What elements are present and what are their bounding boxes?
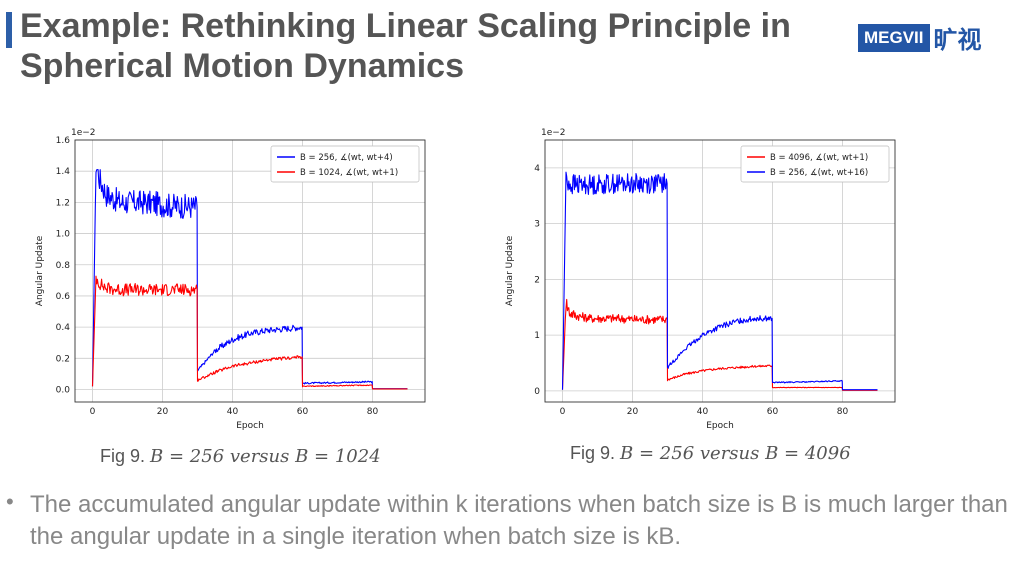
caption-left-prefix: Fig 9. <box>100 446 146 466</box>
caption-left-text: B = 256 versus B = 1024 <box>150 446 381 467</box>
x-tick-label: 80 <box>367 407 379 417</box>
x-tick-label: 20 <box>627 407 639 417</box>
y-tick-label: 4 <box>534 164 540 174</box>
y-tick-label: 0.0 <box>56 386 71 396</box>
legend-box <box>270 145 420 183</box>
caption-right-text: B = 256 versus B = 4096 <box>620 443 851 464</box>
x-tick-label: 80 <box>837 407 849 417</box>
series-line-blue <box>561 171 878 391</box>
y-axis-label: Angular Update <box>35 235 45 306</box>
megvii-logo: MEGVII 旷视 <box>858 20 982 55</box>
x-tick-label: 20 <box>157 407 169 417</box>
series-line-red <box>91 275 408 390</box>
y-tick-label: 0 <box>534 387 540 397</box>
series-line-blue <box>91 169 408 390</box>
logo-text: MEGVII <box>858 23 930 52</box>
y-tick-label: 1.6 <box>56 136 71 146</box>
plot-frame <box>544 139 896 403</box>
y-tick-label: 3 <box>534 220 540 230</box>
x-tick-label: 60 <box>297 407 309 417</box>
axis-scale-label: 1e−2 <box>71 128 96 138</box>
caption-right: Fig 9. B = 256 versus B = 4096 <box>570 443 851 464</box>
x-tick-label: 0 <box>560 407 566 417</box>
y-tick-label: 0.6 <box>56 292 71 302</box>
legend-label: B = 256, ∡(wt, wt+16) <box>770 168 868 178</box>
logo-chinese-text: 旷视 <box>933 27 982 54</box>
axis-scale-label: 1e−2 <box>541 128 566 138</box>
chart-left: 0 20 40 60 80 0.0 0.2 0.4 0.6 0.8 1.0 1.2 1.4 1.61e−2… <box>35 128 426 431</box>
y-tick-label: 1.0 <box>56 230 71 240</box>
y-tick-label: 0.4 <box>56 323 71 333</box>
y-tick-label: 2 <box>534 275 540 285</box>
caption-left: Fig 9. B = 256 versus B = 1024 <box>100 446 381 467</box>
chart-right: 0 20 40 60 80 0 1 2 3 4 1e−2 Epoch Angular Update B =… <box>505 128 896 431</box>
y-tick-label: 0.8 <box>56 261 71 271</box>
legend-label: B = 1024, ∡(wt, wt+1) <box>300 168 398 178</box>
legend-box <box>740 145 890 183</box>
y-tick-label: 0.2 <box>56 354 70 364</box>
x-tick-label: 40 <box>697 407 709 417</box>
x-tick-label: 60 <box>767 407 779 417</box>
title-accent-bar <box>6 12 12 48</box>
series-line-red <box>561 298 878 391</box>
bullet-text: The accumulated angular update within k … <box>30 491 1008 550</box>
y-tick-label: 1.4 <box>56 167 71 177</box>
x-tick-label: 0 <box>90 407 96 417</box>
slide-title: Example: Rethinking Linear Scaling Princ… <box>20 7 791 85</box>
y-tick-label: 1.2 <box>56 198 70 208</box>
caption-right-prefix: Fig 9. <box>570 443 616 463</box>
plot-frame <box>74 139 426 403</box>
legend-label: B = 256, ∡(wt, wt+4) <box>300 153 393 163</box>
x-axis-label: Epoch <box>706 421 734 431</box>
y-tick-label: 1 <box>534 331 540 341</box>
y-axis-label: Angular Update <box>505 235 515 306</box>
bullet-dot: • <box>6 489 14 514</box>
x-axis-label: Epoch <box>236 421 264 431</box>
x-tick-label: 40 <box>227 407 239 417</box>
legend-label: B = 4096, ∡(wt, wt+1) <box>770 153 868 163</box>
